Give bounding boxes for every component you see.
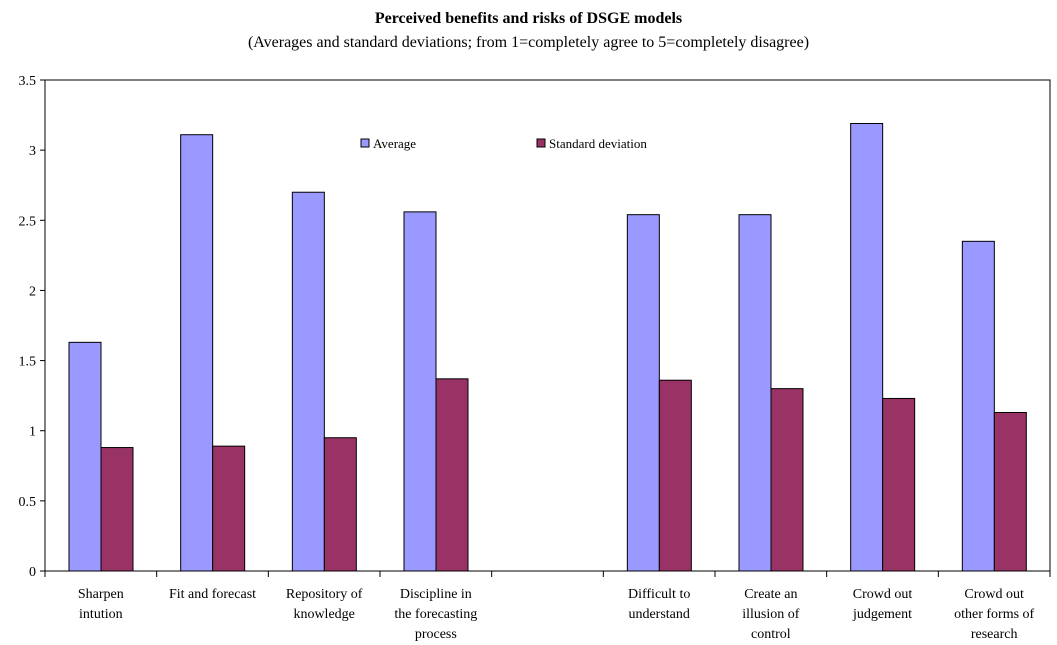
bar-standard-deviation (993, 411, 1027, 572)
bar-standard-deviation (212, 445, 246, 572)
y-tick-label: 1 (29, 425, 36, 440)
bar-average (68, 341, 102, 572)
bar-average (850, 122, 884, 572)
bar-standard-deviation (770, 388, 804, 572)
x-category-label: process (415, 627, 457, 642)
y-tick-label: 0 (29, 565, 36, 580)
x-category-label: control (751, 627, 791, 642)
y-tick-label: 3.5 (19, 74, 37, 89)
x-category-label: Fit and forecast (169, 587, 256, 602)
legend-label: Average (373, 136, 416, 151)
x-category-label: intution (79, 607, 123, 622)
x-category-label: Crowd out (964, 587, 1024, 602)
y-tick-label: 1.5 (19, 355, 37, 370)
x-category-label: the forecasting (394, 607, 477, 622)
x-category-label: Sharpen (78, 587, 124, 602)
x-category-label: Create an (744, 587, 797, 602)
chart-subtitle: (Averages and standard deviations; from … (247, 34, 810, 51)
bar-standard-deviation (435, 378, 469, 572)
y-tick-label: 2.5 (19, 214, 37, 229)
bar-average (626, 214, 660, 572)
x-category-label: Crowd out (853, 587, 913, 602)
legend-label: Standard deviation (549, 136, 647, 151)
x-category-label: judgement (852, 607, 912, 622)
bar-standard-deviation (882, 397, 916, 572)
bar-average (738, 214, 772, 572)
x-category-label: Difficult to (628, 587, 690, 602)
x-category-label: knowledge (293, 607, 354, 622)
legend-swatch (536, 138, 546, 148)
bar-average (403, 211, 437, 572)
bar-average (180, 134, 214, 572)
x-category-label: research (971, 627, 1018, 642)
y-tick-label: 3 (29, 144, 36, 159)
bar-standard-deviation (323, 437, 357, 572)
bar-standard-deviation (658, 379, 692, 572)
chart-title: Perceived benefits and risks of DSGE mod… (374, 10, 683, 27)
legend-swatch (360, 138, 370, 148)
y-tick-label: 2 (29, 284, 36, 299)
bar-average (291, 191, 325, 572)
x-category-label: Discipline in (400, 587, 472, 602)
x-category-label: other forms of (954, 607, 1034, 622)
y-tick-label: 0.5 (19, 495, 37, 510)
x-category-label: illusion of (742, 607, 800, 622)
bar-average (961, 240, 995, 572)
bar-standard-deviation (100, 447, 134, 572)
x-category-label: Repository of (286, 587, 363, 602)
x-category-label: understand (628, 607, 689, 622)
